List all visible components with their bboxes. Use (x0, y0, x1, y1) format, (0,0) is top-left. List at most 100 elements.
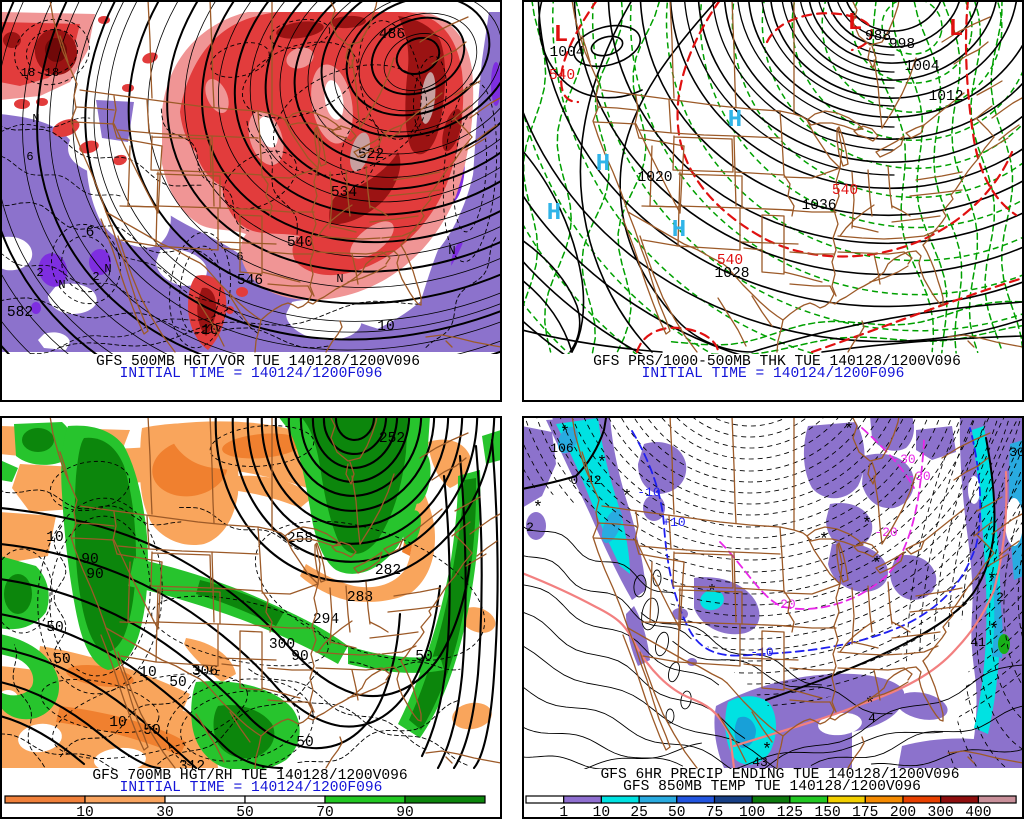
svg-text:25: 25 (630, 805, 648, 819)
svg-text:6: 6 (26, 150, 33, 164)
svg-text:0 42: 0 42 (570, 473, 601, 488)
svg-text:N: N (104, 262, 111, 276)
svg-text:2: 2 (92, 270, 99, 284)
svg-text:-20: -20 (772, 597, 795, 612)
svg-text:10: 10 (109, 715, 127, 731)
svg-text:L: L (848, 10, 862, 37)
svg-text:10: 10 (46, 530, 64, 546)
svg-text:540: 540 (717, 253, 743, 269)
svg-text:GFS 6HR PRECIP ENDING TUE 1401: GFS 6HR PRECIP ENDING TUE 140128/1200V09… (600, 767, 959, 783)
svg-text:6: 6 (86, 225, 95, 241)
svg-text:540: 540 (549, 68, 575, 84)
svg-text:*: * (533, 499, 543, 518)
svg-text:988: 988 (865, 29, 891, 45)
svg-text:150: 150 (814, 805, 840, 819)
svg-text:2: 2 (526, 520, 534, 535)
svg-text:*: * (844, 421, 854, 440)
svg-text:4: 4 (868, 711, 876, 726)
svg-text:*: * (707, 583, 717, 602)
svg-text:1: 1 (559, 805, 568, 819)
svg-text:-10: -10 (637, 485, 660, 500)
svg-text:50: 50 (53, 652, 71, 668)
svg-text:50: 50 (236, 805, 254, 819)
svg-text:+10: +10 (662, 515, 685, 530)
svg-text:GFS 850MB TEMP TUE 140128/1200: GFS 850MB TEMP TUE 140128/1200V096 (623, 779, 921, 795)
svg-text:GFS 500MB HGT/VOR TUE 140128/1: GFS 500MB HGT/VOR TUE 140128/1200V096 (96, 354, 420, 370)
svg-text:N: N (448, 244, 455, 258)
svg-text:N: N (336, 272, 343, 286)
svg-text:546: 546 (237, 273, 263, 289)
svg-text:50: 50 (415, 649, 433, 665)
svg-text:*: * (762, 741, 772, 760)
svg-text:INITIAL TIME = 140124/1200F096: INITIAL TIME = 140124/1200F096 (120, 780, 383, 796)
svg-text:N: N (32, 112, 39, 126)
svg-text:INITIAL TIME = 140124/1200F096: INITIAL TIME = 140124/1200F096 (120, 366, 383, 382)
svg-text:30: 30 (156, 805, 174, 819)
svg-text:10: 10 (593, 805, 611, 819)
svg-text:L: L (949, 16, 963, 43)
svg-text:2: 2 (996, 590, 1004, 605)
svg-text:1028: 1028 (714, 266, 749, 282)
svg-text:43: 43 (752, 755, 768, 770)
svg-text:100: 100 (739, 805, 765, 819)
svg-text:90: 90 (396, 805, 414, 819)
svg-text:106: 106 (550, 441, 573, 456)
svg-text:10: 10 (139, 665, 157, 681)
svg-text:306: 306 (192, 664, 218, 680)
svg-text:*: * (872, 555, 882, 574)
svg-text:L: L (554, 22, 568, 49)
svg-text:18: 18 (45, 66, 59, 80)
svg-text:1036: 1036 (801, 198, 836, 214)
svg-text:125: 125 (777, 805, 803, 819)
svg-text:INITIAL TIME = 140124/1200F096: INITIAL TIME = 140124/1200F096 (642, 366, 905, 382)
svg-text:540: 540 (832, 183, 858, 199)
svg-text:582: 582 (7, 305, 33, 321)
svg-text:50: 50 (169, 675, 187, 691)
svg-text:30: 30 (1009, 445, 1024, 460)
svg-text:252: 252 (379, 431, 405, 447)
svg-text:534: 534 (331, 185, 358, 201)
svg-text:282: 282 (375, 563, 401, 579)
svg-text:175: 175 (852, 805, 878, 819)
svg-text:H: H (596, 151, 610, 178)
svg-text:10: 10 (377, 319, 395, 335)
svg-text:H: H (672, 217, 686, 244)
svg-text:300: 300 (928, 805, 954, 819)
svg-text:300: 300 (269, 637, 295, 653)
svg-text:2: 2 (36, 266, 43, 280)
svg-text:GFS 700MB HGT/RH TUE 140128/12: GFS 700MB HGT/RH TUE 140128/1200V096 (92, 768, 407, 784)
svg-text:75: 75 (706, 805, 724, 819)
svg-text:*: * (622, 488, 632, 507)
svg-text:1004: 1004 (549, 45, 584, 61)
svg-text:*: * (862, 515, 872, 534)
svg-text:400: 400 (965, 805, 991, 819)
svg-text:50: 50 (46, 620, 64, 636)
svg-text:522: 522 (358, 147, 384, 163)
svg-text:540: 540 (287, 235, 313, 251)
svg-text:*: * (819, 531, 829, 550)
svg-text:41: 41 (970, 635, 986, 650)
svg-text:*: * (989, 621, 999, 640)
svg-text:*: * (865, 695, 875, 714)
svg-text:90: 90 (81, 552, 99, 568)
svg-text:1004: 1004 (904, 59, 939, 75)
svg-text:*: * (560, 424, 570, 443)
svg-text:90: 90 (291, 649, 309, 665)
svg-text:50: 50 (143, 723, 161, 739)
svg-text:312: 312 (179, 759, 205, 775)
svg-text:288: 288 (347, 590, 373, 606)
svg-text:10: 10 (76, 805, 94, 819)
svg-text:H: H (728, 107, 742, 134)
svg-text:50: 50 (296, 735, 314, 751)
svg-text:50: 50 (668, 805, 686, 819)
svg-text:N: N (58, 278, 65, 292)
svg-text:200: 200 (890, 805, 916, 819)
svg-text:90: 90 (86, 567, 104, 583)
svg-text:GFS PRS/1000-500MB THK TUE 140: GFS PRS/1000-500MB THK TUE 140128/1200V0… (593, 354, 961, 370)
svg-text:1012: 1012 (928, 89, 963, 105)
svg-text:-30: -30 (907, 469, 930, 484)
svg-text:294: 294 (313, 612, 340, 628)
svg-text:998: 998 (889, 37, 915, 53)
svg-text:486: 486 (379, 27, 405, 43)
svg-text:70: 70 (316, 805, 334, 819)
